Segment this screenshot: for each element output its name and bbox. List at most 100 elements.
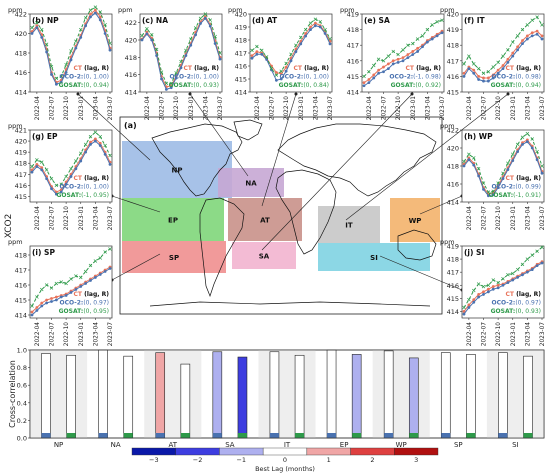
data-point-gosat (93, 259, 98, 263)
colorbar-tick-label: 0 (283, 456, 287, 464)
data-point-ct (279, 72, 283, 76)
bar-category-label: NP (54, 441, 63, 449)
data-point-gosat (491, 189, 495, 193)
category-band (30, 350, 88, 438)
data-point-oco2 (540, 261, 544, 265)
data-point-gosat (264, 55, 269, 59)
legend-gosat: GOSAT:(0, 0.94) (491, 82, 541, 89)
data-point-oco2 (516, 48, 520, 52)
data-point-gosat (83, 269, 88, 274)
data-point-gosat (501, 276, 505, 281)
bar-base-marker (180, 433, 190, 438)
connector-arrow (419, 195, 463, 215)
y-tick-label: 420 (15, 138, 27, 146)
category-band (372, 350, 430, 438)
x-tick-label: 2023-04 (525, 96, 531, 121)
x-tick-label: 2023-04 (425, 96, 431, 121)
data-point-ct (382, 65, 385, 69)
data-point-oco2 (362, 84, 366, 88)
y-tick-label: 416 (447, 181, 459, 189)
y-tick-label: 418 (447, 256, 459, 264)
colorbar-tick-label: −2 (193, 456, 203, 464)
data-point-ct (40, 166, 44, 170)
data-point-oco2 (30, 32, 34, 35)
data-point-gosat (376, 57, 381, 61)
data-point-oco2 (401, 59, 405, 63)
data-point-oco2 (462, 75, 466, 78)
data-point-oco2 (299, 42, 303, 46)
y-tick-label: 417 (235, 50, 247, 58)
data-point-gosat (30, 25, 34, 30)
data-point-ct (367, 78, 371, 81)
data-point-gosat (381, 59, 386, 63)
x-tick-label: 2023-01 (79, 96, 85, 121)
data-point-ct (98, 141, 102, 145)
bar-base-marker (123, 433, 133, 438)
panel-title: (d) AT (252, 16, 278, 25)
legend-oco2: OCO-2:(0, 0.97) (60, 300, 109, 307)
data-point-gosat (372, 63, 376, 68)
x-tick-label: 2023-07 (540, 206, 546, 231)
data-point-gosat (49, 64, 54, 69)
x-tick-label: 2022-04 (467, 206, 473, 231)
data-point-gosat (184, 48, 188, 53)
data-point-gosat (472, 62, 476, 66)
data-point-gosat (150, 33, 154, 37)
legend-ct: CT (lag, R) (506, 65, 542, 72)
x-tick-label: 2023-07 (108, 206, 114, 231)
data-point-gosat (44, 283, 49, 287)
y-tick-label: 414 (15, 89, 27, 97)
data-point-gosat (108, 41, 112, 45)
bar-category-label: WP (396, 441, 407, 449)
bar-category-label: AT (169, 441, 178, 449)
colorbar-tick-label: 1 (327, 456, 331, 464)
data-point-gosat (250, 48, 254, 53)
data-point-gosat (491, 65, 495, 69)
y-tick-label: 418 (447, 42, 459, 50)
x-tick-label: 2023-07 (540, 96, 546, 121)
data-point-ct (54, 295, 58, 299)
data-point-ct (535, 29, 539, 33)
data-point-gosat (98, 256, 102, 260)
legend-oco2: OCO-2:(0, 1.00) (60, 74, 109, 81)
data-point-oco2 (54, 192, 58, 196)
data-point-oco2 (35, 26, 39, 30)
region-box-wp (390, 198, 440, 242)
bar-chart-frame-outline (29, 349, 545, 439)
bar-y-tick-label: 0.6 (17, 382, 27, 390)
south-america-outline (199, 197, 245, 298)
data-point-ct (491, 73, 495, 77)
data-point-oco2 (486, 290, 490, 294)
x-tick-label: 2023-01 (79, 206, 85, 231)
data-point-gosat (386, 54, 391, 58)
data-point-oco2 (496, 286, 500, 290)
data-point-gosat (496, 181, 500, 185)
bar-category-label: SP (454, 441, 463, 449)
data-point-gosat (515, 34, 520, 38)
data-point-oco2 (462, 164, 466, 168)
unit-label: ppm (440, 6, 455, 14)
xco2-axis-label: XCO2 (4, 214, 14, 239)
data-point-oco2 (289, 59, 293, 63)
panel-at: (d) AT ppm 414 415 416 417 418 419 420 2022-04 202… (228, 6, 334, 120)
legend-ct: CT (lag, R) (506, 175, 542, 182)
data-point-oco2 (93, 139, 97, 143)
data-point-ct (506, 57, 510, 61)
data-point-oco2 (294, 50, 298, 54)
data-point-oco2 (421, 45, 424, 49)
bar-base-marker (237, 433, 247, 438)
data-point-oco2 (35, 309, 39, 312)
data-point-gosat (520, 135, 525, 139)
colorbar-cell (219, 447, 264, 456)
data-point-gosat (476, 282, 481, 286)
legend-ct: CT (lag, R) (74, 291, 110, 298)
colorbar-cell (350, 447, 395, 456)
data-point-oco2 (472, 300, 476, 304)
data-point-oco2 (472, 71, 476, 75)
x-tick-label: 2023-04 (93, 322, 99, 347)
connector-arrowhead (76, 92, 80, 96)
y-tick-label: 415 (447, 295, 459, 303)
data-point-gosat (154, 47, 159, 52)
data-point-oco2 (284, 69, 288, 73)
data-point-gosat (467, 297, 471, 302)
